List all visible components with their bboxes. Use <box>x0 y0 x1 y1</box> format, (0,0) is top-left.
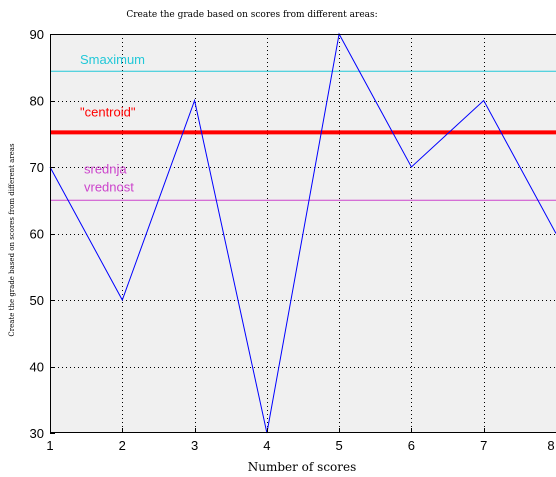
reference-line-label: Smaximum <box>80 52 145 67</box>
y-tick-label: 30 <box>30 426 44 441</box>
y-tick-label: 70 <box>30 160 44 175</box>
x-tick-label: 6 <box>408 438 415 453</box>
y-axis-label: Create the grade based on scores from di… <box>8 143 16 337</box>
x-tick-label: 3 <box>191 438 198 453</box>
reference-lines: Smaximum "centroid" srednja vrednost <box>50 52 556 201</box>
x-axis-label: Number of scores <box>248 460 357 474</box>
y-axis-ticks: 30 40 50 60 70 80 90 <box>30 27 55 441</box>
x-tick-label: 8 <box>547 438 554 453</box>
series-line <box>49 32 556 434</box>
x-tick-label: 4 <box>263 438 270 453</box>
x-tick-label: 5 <box>336 438 343 453</box>
y-tick-label: 50 <box>30 293 44 308</box>
x-tick-label: 2 <box>119 438 126 453</box>
grid <box>50 34 556 433</box>
chart-title: Create the grade based on scores from di… <box>126 10 377 20</box>
plot-frame <box>50 34 556 433</box>
reference-line-label: "centroid" <box>80 104 136 119</box>
x-tick-label: 7 <box>480 438 487 453</box>
y-tick-label: 40 <box>30 360 44 375</box>
reference-line-label: srednja vrednost <box>84 161 134 194</box>
y-tick-label: 80 <box>30 94 44 109</box>
y-tick-label: 60 <box>30 227 44 242</box>
y-tick-label: 90 <box>30 27 44 42</box>
x-tick-label: 1 <box>46 438 53 453</box>
x-axis-ticks: 1 2 3 4 5 6 7 8 <box>46 428 555 453</box>
